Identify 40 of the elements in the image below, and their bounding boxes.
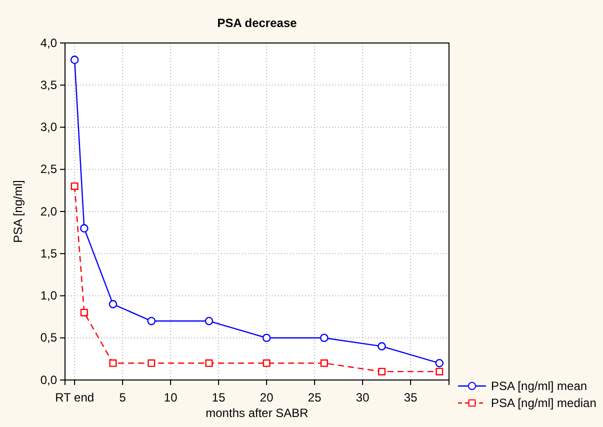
y-axis-title: PSA [ng/ml] (11, 180, 25, 243)
y-tick-label: 2,5 (40, 162, 58, 176)
x-tick-label: 5 (119, 390, 126, 405)
point (262, 359, 270, 367)
point (378, 342, 386, 350)
x-tick-label: 15 (212, 390, 226, 405)
point (70, 56, 79, 64)
y-tick-label: 1,5 (40, 246, 58, 260)
y-tick-label: 0,0 (40, 372, 58, 387)
chart-title: PSA decrease (217, 16, 298, 30)
x-tick-label: 30 (356, 390, 370, 405)
point (80, 308, 88, 316)
y-tick-label: 4,0 (40, 36, 58, 50)
point (204, 316, 214, 326)
x-tick-label: 10 (164, 390, 178, 405)
point (108, 300, 118, 308)
y-tick-label: 3,5 (40, 78, 58, 92)
point (378, 368, 386, 376)
point (109, 359, 117, 367)
point (262, 334, 271, 342)
point (205, 359, 213, 367)
point (320, 359, 328, 367)
y-tick-label: 1,0 (40, 288, 58, 303)
y-tick-label: 2,0 (40, 204, 58, 218)
point (436, 368, 444, 376)
x-axis-title: months after SABR (206, 406, 309, 420)
x-tick-label: 25 (308, 390, 322, 405)
point (147, 316, 156, 326)
legend-label: PSA [ng/ml] mean (491, 379, 588, 393)
x-tick-label: 35 (404, 390, 418, 405)
x-tick-label: RT end (55, 390, 94, 405)
y-tick-label: 3,0 (40, 120, 58, 134)
legend-label: PSA [ng/ml] median (491, 396, 596, 410)
point (435, 358, 444, 368)
y-tick-label: 0,5 (40, 330, 58, 345)
point (70, 182, 78, 190)
point (320, 334, 328, 342)
point (148, 359, 156, 367)
x-tick-label: 20 (260, 390, 274, 405)
point (80, 224, 88, 233)
